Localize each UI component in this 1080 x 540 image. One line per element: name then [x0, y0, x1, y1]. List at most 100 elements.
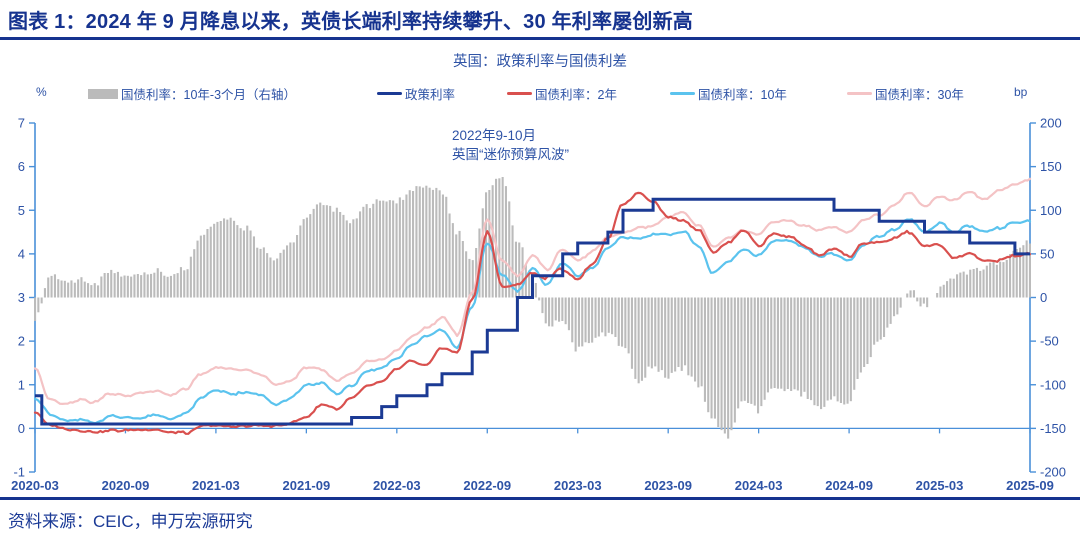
spread-bar — [896, 297, 899, 315]
spread-bar — [992, 261, 995, 298]
spread-bar — [889, 297, 892, 324]
left-axis-tick-label: 4 — [18, 246, 25, 261]
left-axis-tick-label: 6 — [18, 159, 25, 174]
spread-bar — [743, 297, 746, 401]
spread-bar — [77, 279, 80, 298]
spread-bar — [790, 297, 793, 391]
spread-bar — [339, 212, 342, 298]
x-axis-tick-label: 2021-09 — [283, 478, 331, 493]
mini-budget-annotation: 2022年9-10月 英国“迷你预算风波” — [452, 126, 569, 164]
spread-bar — [667, 297, 670, 379]
spread-bar — [80, 277, 83, 298]
spread-bar — [793, 297, 796, 390]
spread-bar — [783, 297, 786, 392]
spread-bar — [249, 230, 252, 298]
spread-bar — [206, 229, 209, 298]
spread-bar — [382, 200, 385, 298]
spread-bar — [674, 297, 677, 372]
spread-bar — [820, 297, 823, 410]
spread-bar — [110, 269, 113, 298]
spread-bar — [402, 199, 405, 298]
spread-bar — [498, 178, 501, 298]
spread-bar — [455, 234, 458, 298]
spread-bar — [193, 249, 196, 298]
left-axis-tick-label: 0 — [18, 421, 25, 436]
spread-bar — [597, 297, 600, 337]
x-axis-tick-label: 2025-09 — [1006, 478, 1054, 493]
spread-bar — [952, 278, 955, 298]
spread-bar — [312, 208, 315, 298]
right-axis-tick-label: 150 — [1040, 159, 1062, 174]
spread-bar — [392, 200, 395, 298]
spread-bar — [757, 297, 760, 414]
spread-bar — [813, 297, 816, 406]
spread-bar — [707, 297, 710, 413]
spread-bar — [995, 264, 998, 298]
spread-bar — [262, 247, 265, 298]
spread-bar — [375, 199, 378, 298]
spread-bar — [219, 221, 222, 298]
spread-bar — [727, 297, 730, 439]
spread-bar — [322, 205, 325, 298]
yield-30y-line — [33, 177, 1032, 405]
spread-bar — [415, 186, 418, 298]
left-axis-tick-label: 7 — [18, 116, 25, 131]
right-axis-unit-label: bp — [1014, 85, 1028, 99]
spread-bar — [740, 297, 743, 402]
spread-bar — [561, 297, 564, 321]
spread-bar — [700, 297, 703, 387]
spread-bar — [634, 297, 637, 379]
x-axis-tick-label: 2021-03 — [192, 478, 240, 493]
spread-bar — [617, 297, 620, 346]
spread-bar — [823, 297, 826, 407]
spread-bar — [959, 272, 962, 298]
spread-bar — [604, 297, 607, 337]
spread-bar — [57, 279, 60, 298]
title-underline — [0, 37, 1080, 40]
spread-bar — [120, 276, 123, 298]
spread-bar — [146, 274, 149, 298]
legend-item-spread: 国债利率：10年-3个月（右轴） — [88, 84, 296, 103]
spread-bar — [246, 225, 249, 298]
spread-bar — [100, 276, 103, 298]
right-axis-tick-label: 200 — [1040, 116, 1062, 131]
spread-bar — [226, 219, 229, 298]
legend-label: 国债利率：10年-3个月（右轴） — [121, 88, 297, 102]
spread-bar — [90, 285, 93, 298]
spread-bar — [893, 297, 896, 317]
spread-bar — [425, 185, 428, 298]
spread-bar — [335, 207, 338, 298]
spread-bar — [239, 228, 242, 298]
spread-bar — [315, 204, 318, 298]
spread-bar — [810, 297, 813, 401]
spread-bar — [723, 297, 726, 434]
spread-bar — [385, 201, 388, 298]
figure-title: 图表 1：2024 年 9 月降息以来，英债长端利率持续攀升、30 年利率屡创新… — [8, 11, 693, 33]
spread-bar — [189, 256, 192, 298]
spread-bar — [684, 297, 687, 366]
spread-bar — [916, 297, 919, 302]
spread-bar — [465, 251, 468, 298]
spread-bar — [398, 197, 401, 298]
spread-bar — [431, 189, 434, 298]
spread-bar — [843, 297, 846, 405]
spread-bar — [567, 297, 570, 331]
x-axis-tick-label: 2023-09 — [644, 478, 692, 493]
x-axis-tick-label: 2022-09 — [463, 478, 511, 493]
spread-bar — [786, 297, 789, 389]
spread-bar — [879, 297, 882, 340]
spread-bar — [428, 187, 431, 298]
left-axis-tick-label: -1 — [13, 465, 25, 480]
spread-bar — [511, 225, 514, 298]
spread-bar — [60, 280, 63, 298]
spread-bar — [611, 297, 614, 335]
legend-label: 国债利率：10年 — [698, 88, 787, 102]
spread-bar — [272, 260, 275, 298]
yield-30y-swatch-icon — [847, 91, 872, 96]
spread-bar — [747, 297, 750, 403]
spread-bar — [942, 284, 945, 298]
spread-bar — [471, 260, 474, 298]
spread-bar — [644, 297, 647, 378]
spread-bar — [627, 297, 630, 354]
